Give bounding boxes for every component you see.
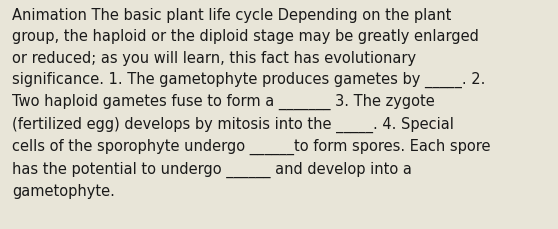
Text: Animation The basic plant life cycle Depending on the plant
group, the haploid o: Animation The basic plant life cycle Dep… bbox=[12, 8, 491, 198]
